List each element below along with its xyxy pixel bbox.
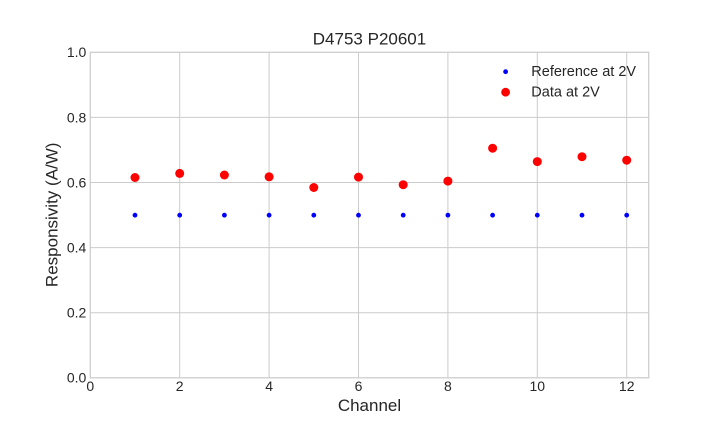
svg-text:6: 6 <box>355 378 363 394</box>
svg-text:0.8: 0.8 <box>67 109 87 125</box>
svg-text:0.0: 0.0 <box>67 370 87 386</box>
svg-text:0.4: 0.4 <box>67 240 87 256</box>
svg-text:Reference at 2V: Reference at 2V <box>531 64 636 80</box>
svg-text:Data at 2V: Data at 2V <box>531 85 600 101</box>
svg-text:0.2: 0.2 <box>67 305 87 321</box>
svg-text:10: 10 <box>530 378 546 394</box>
svg-text:Responsivity (A/W): Responsivity (A/W) <box>43 143 62 288</box>
svg-text:12: 12 <box>619 378 635 394</box>
svg-text:D4753 P20601: D4753 P20601 <box>313 30 426 49</box>
svg-text:2: 2 <box>176 378 184 394</box>
svg-text:1.0: 1.0 <box>67 44 87 60</box>
svg-text:0: 0 <box>86 378 94 394</box>
svg-text:Channel: Channel <box>338 396 401 415</box>
svg-text:0.6: 0.6 <box>67 174 87 190</box>
svg-text:8: 8 <box>444 378 452 394</box>
svg-text:4: 4 <box>265 378 273 394</box>
